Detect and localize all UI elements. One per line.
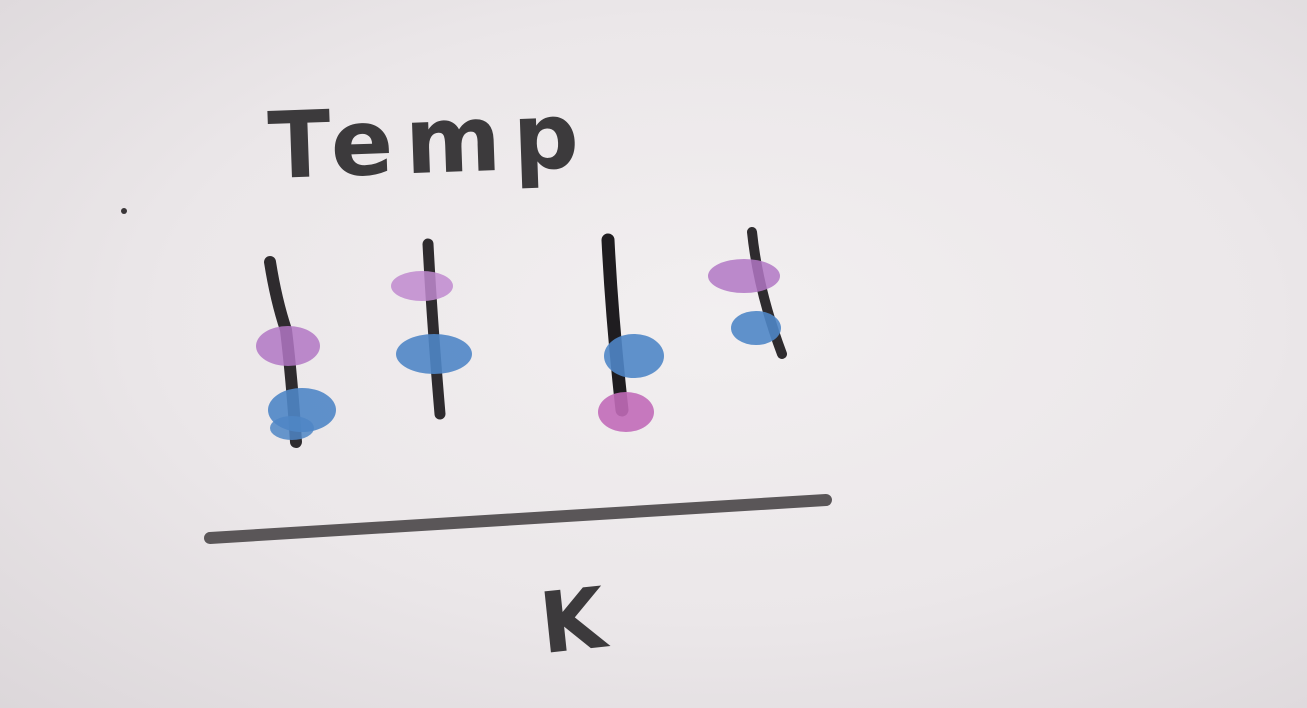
group-3 <box>598 233 664 432</box>
group-2-line <box>422 238 446 420</box>
group-1 <box>256 256 336 448</box>
x-axis-label: K <box>535 568 613 673</box>
group-4-line <box>747 227 787 359</box>
ink-speck <box>121 208 127 214</box>
group-2-blue-marker <box>396 334 472 374</box>
group-4 <box>708 227 787 359</box>
group-4-blue-marker <box>731 311 781 345</box>
group-1-purple-marker <box>256 326 320 366</box>
group-2 <box>391 238 472 420</box>
group-3-blue-marker <box>604 334 664 378</box>
group-2-purple-marker <box>391 271 453 301</box>
group-3-purple-marker <box>598 392 654 432</box>
group-1-blue-marker-tail <box>270 416 314 440</box>
diagram-title: Temp <box>266 82 592 200</box>
group-4-purple-marker <box>708 259 780 293</box>
group-3-line <box>601 233 629 417</box>
x-axis-line <box>204 494 832 544</box>
